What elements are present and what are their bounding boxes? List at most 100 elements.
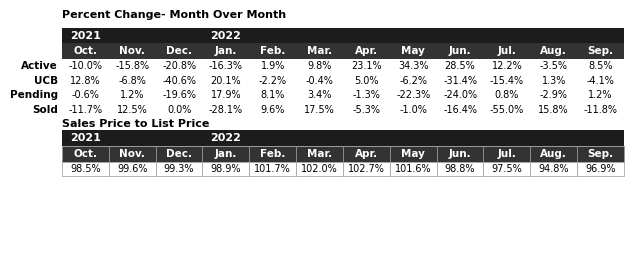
Text: 12.5%: 12.5%: [117, 105, 148, 115]
Text: Oct.: Oct.: [73, 46, 97, 56]
Text: Jul.: Jul.: [497, 46, 516, 56]
Bar: [343, 161, 390, 176]
Bar: [62, 130, 624, 146]
Text: Jan.: Jan.: [215, 149, 237, 159]
Text: -15.8%: -15.8%: [115, 61, 149, 71]
Bar: [530, 161, 577, 176]
Text: Apr.: Apr.: [355, 46, 378, 56]
Text: 9.8%: 9.8%: [307, 61, 332, 71]
Text: 12.8%: 12.8%: [70, 76, 100, 86]
Text: 1.3%: 1.3%: [542, 76, 566, 86]
Text: -24.0%: -24.0%: [443, 90, 477, 100]
Text: 1.2%: 1.2%: [588, 90, 613, 100]
Text: 102.7%: 102.7%: [348, 164, 385, 174]
Text: 34.3%: 34.3%: [398, 61, 428, 71]
Text: -1.3%: -1.3%: [353, 90, 380, 100]
Text: -19.6%: -19.6%: [162, 90, 196, 100]
Text: -15.4%: -15.4%: [490, 76, 524, 86]
Text: 2022: 2022: [210, 31, 241, 41]
Text: 0.8%: 0.8%: [495, 90, 519, 100]
Text: Sales Price to List Price: Sales Price to List Price: [62, 119, 209, 129]
Bar: [343, 146, 390, 161]
Text: 2021: 2021: [70, 31, 101, 41]
Text: 5.0%: 5.0%: [354, 76, 379, 86]
Text: Nov.: Nov.: [119, 46, 145, 56]
Text: 3.4%: 3.4%: [307, 90, 332, 100]
Text: 15.8%: 15.8%: [538, 105, 569, 115]
Text: Jun.: Jun.: [449, 149, 471, 159]
Text: Jun.: Jun.: [449, 46, 471, 56]
Bar: [530, 146, 577, 161]
Text: Sep.: Sep.: [588, 149, 614, 159]
Text: Sold: Sold: [32, 105, 58, 115]
Text: 99.6%: 99.6%: [117, 164, 147, 174]
Bar: [437, 146, 483, 161]
Text: Aug.: Aug.: [540, 149, 567, 159]
Bar: [62, 161, 109, 176]
Text: Apr.: Apr.: [355, 149, 378, 159]
Bar: [155, 161, 202, 176]
Bar: [250, 146, 296, 161]
Text: 1.2%: 1.2%: [120, 90, 145, 100]
Bar: [62, 43, 624, 59]
Text: 101.7%: 101.7%: [254, 164, 291, 174]
Bar: [109, 146, 155, 161]
Text: Dec.: Dec.: [166, 46, 192, 56]
Bar: [155, 146, 202, 161]
Text: -5.3%: -5.3%: [353, 105, 380, 115]
Text: Nov.: Nov.: [119, 149, 145, 159]
Text: Dec.: Dec.: [166, 149, 192, 159]
Bar: [296, 146, 343, 161]
Text: Feb.: Feb.: [260, 46, 286, 56]
Text: Oct.: Oct.: [73, 149, 97, 159]
Text: 17.9%: 17.9%: [210, 90, 241, 100]
Text: Active: Active: [21, 61, 58, 71]
Bar: [390, 161, 437, 176]
Text: -40.6%: -40.6%: [162, 76, 196, 86]
Text: 9.6%: 9.6%: [260, 105, 285, 115]
Text: UCB: UCB: [34, 76, 58, 86]
Bar: [483, 146, 530, 161]
Text: 98.9%: 98.9%: [210, 164, 241, 174]
Text: Feb.: Feb.: [260, 149, 286, 159]
Text: 17.5%: 17.5%: [304, 105, 335, 115]
Text: Jan.: Jan.: [215, 46, 237, 56]
Text: 97.5%: 97.5%: [492, 164, 522, 174]
Bar: [62, 28, 624, 43]
Text: 28.5%: 28.5%: [445, 61, 475, 71]
Text: -10.0%: -10.0%: [68, 61, 102, 71]
Bar: [202, 161, 250, 176]
Text: -16.3%: -16.3%: [209, 61, 243, 71]
Text: 1.9%: 1.9%: [260, 61, 285, 71]
Text: May: May: [401, 46, 425, 56]
Text: -3.5%: -3.5%: [540, 61, 568, 71]
Bar: [62, 146, 109, 161]
Text: Aug.: Aug.: [540, 46, 567, 56]
Text: Sep.: Sep.: [588, 46, 614, 56]
Text: 23.1%: 23.1%: [351, 61, 382, 71]
Text: Mar.: Mar.: [307, 46, 332, 56]
Text: 12.2%: 12.2%: [492, 61, 522, 71]
Text: -1.0%: -1.0%: [399, 105, 427, 115]
Text: May: May: [401, 149, 425, 159]
Text: Mar.: Mar.: [307, 149, 332, 159]
Text: -2.2%: -2.2%: [258, 76, 287, 86]
Bar: [437, 161, 483, 176]
Text: 2021: 2021: [70, 133, 101, 143]
Text: 2022: 2022: [210, 133, 241, 143]
Text: -4.1%: -4.1%: [586, 76, 614, 86]
Bar: [250, 161, 296, 176]
Text: 96.9%: 96.9%: [585, 164, 616, 174]
Text: 8.5%: 8.5%: [588, 61, 613, 71]
Bar: [109, 161, 155, 176]
Text: 99.3%: 99.3%: [164, 164, 194, 174]
Bar: [296, 161, 343, 176]
Text: 98.5%: 98.5%: [70, 164, 100, 174]
Text: 102.0%: 102.0%: [301, 164, 338, 174]
Text: -6.2%: -6.2%: [399, 76, 427, 86]
Text: -16.4%: -16.4%: [443, 105, 477, 115]
Text: -20.8%: -20.8%: [162, 61, 196, 71]
Text: -0.4%: -0.4%: [306, 76, 334, 86]
Text: -6.8%: -6.8%: [118, 76, 146, 86]
Text: Jul.: Jul.: [497, 149, 516, 159]
